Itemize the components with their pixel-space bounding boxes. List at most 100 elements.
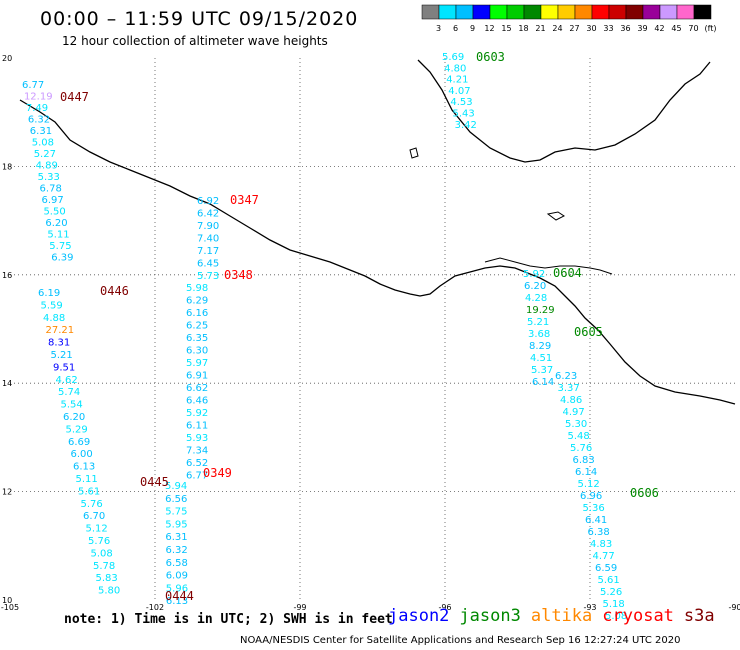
- wave-height-value: 6.97: [42, 195, 64, 206]
- wave-height-value: 6.20: [524, 281, 546, 292]
- colorbar-tick: 21: [535, 24, 545, 33]
- wave-height-value: 5.33: [38, 172, 60, 183]
- wave-height-value: 5.30: [565, 419, 587, 430]
- wave-height-value: 6.59: [595, 563, 617, 574]
- credit-line: NOAA/NESDIS Center for Satellite Applica…: [240, 635, 681, 646]
- wave-height-value: 6.52: [186, 458, 208, 469]
- wave-height-value: 5.76: [88, 536, 110, 547]
- wave-height-value: 5.78: [93, 561, 115, 572]
- wave-height-value: 6.77: [22, 80, 44, 91]
- wave-height-value: 5.27: [34, 149, 56, 160]
- colorbar-tick: 42: [654, 24, 664, 33]
- wave-height-value: 5.54: [61, 400, 83, 411]
- pass-time-label: 0606: [630, 486, 659, 500]
- wave-height-value: 6.20: [63, 412, 85, 423]
- wave-height-value: 6.14: [575, 467, 597, 478]
- wave-height-value: 5.08: [605, 611, 627, 622]
- mission-legend-jason2: jason2: [388, 606, 450, 626]
- wave-height-value: 4.77: [593, 551, 615, 562]
- wave-height-value: 4.62: [56, 375, 78, 386]
- wave-height-value: 6.23: [555, 371, 577, 382]
- wave-height-value: 6.69: [68, 437, 90, 448]
- wave-height-value: 5.94: [165, 481, 187, 492]
- wave-height-value: 5.26: [600, 587, 622, 598]
- wave-height-value: 6.46: [186, 396, 208, 407]
- wave-height-value: 8.29: [529, 341, 551, 352]
- pass-time-label: 0347: [230, 193, 259, 207]
- wave-height-value: 6.30: [186, 346, 208, 357]
- island: [546, 211, 565, 221]
- wave-height-value: 6.58: [166, 558, 188, 569]
- wave-height-value: 6.35: [186, 333, 208, 344]
- mission-legend-cryosat: cryosat: [602, 606, 674, 626]
- colorbar: 3 6 9 12 15 18 21 24 27 30 33 36 39 42 45 70 (ft): [421, 4, 717, 33]
- wave-height-value: 6.09: [166, 571, 188, 582]
- wave-height-value: 6.45: [197, 259, 219, 270]
- wave-height-value: 9.51: [53, 362, 75, 373]
- wave-height-value: 5.75: [49, 241, 71, 252]
- altimeter-tracks: 6.7712.197.496.326.315.085.274.895.336.7…: [22, 50, 659, 622]
- wave-height-value: 6.41: [585, 515, 607, 526]
- colorbar-tick: (ft): [704, 24, 716, 33]
- latitude-label: 14: [2, 379, 12, 388]
- wave-height-value: 5.98: [186, 283, 208, 294]
- wave-height-value: 6.42: [197, 209, 219, 220]
- wave-height-value: 5.12: [86, 524, 108, 535]
- pass-time-label: 0604: [553, 266, 582, 280]
- colorbar-tick: 36: [620, 24, 630, 33]
- colorbar-tick: 18: [518, 24, 528, 33]
- wave-height-value: 6.31: [165, 532, 187, 543]
- pass-time-label: 0447: [60, 90, 89, 104]
- wave-height-value: 5.83: [96, 573, 118, 584]
- latitude-label: 10: [2, 596, 12, 605]
- pass-time-label: 0603: [476, 50, 505, 64]
- colorbar-tick: 15: [501, 24, 511, 33]
- wave-height-value: 5.96: [166, 583, 188, 594]
- wave-height-value: 6.31: [30, 126, 52, 137]
- wave-height-value: 7.49: [26, 103, 48, 114]
- wave-height-value: 4.53: [450, 97, 472, 108]
- wave-height-value: 5.21: [51, 350, 73, 361]
- pass-time-label: 0445: [140, 475, 169, 489]
- gulf-of-mexico-coastline: [417, 59, 711, 163]
- wave-height-value: 6.96: [580, 491, 602, 502]
- wave-height-value: 27.21: [46, 325, 75, 336]
- latitude-label: 12: [2, 488, 12, 497]
- wave-height-value: 12.19: [24, 92, 53, 103]
- wave-height-value: 8.31: [48, 338, 70, 349]
- pass-time-label: 0349: [203, 466, 232, 480]
- wave-height-value: 5.73: [197, 271, 219, 282]
- wave-height-value: 5.18: [603, 599, 625, 610]
- wave-height-value: 6.78: [40, 184, 62, 195]
- longitude-label: -96: [438, 603, 451, 612]
- wave-height-value: 5.69: [442, 52, 464, 63]
- wave-height-value: 6.29: [186, 296, 208, 307]
- mission-legend-altika: altika: [530, 606, 593, 626]
- wave-height-value: 4.21: [446, 75, 468, 86]
- wave-height-value: 5.95: [165, 519, 187, 530]
- wave-height-value: 6.13: [73, 462, 95, 473]
- wave-height-value: 5.48: [568, 431, 590, 442]
- wave-height-value: 6.62: [186, 383, 208, 394]
- wave-height-value: 5.11: [76, 474, 98, 485]
- colorbar-tick: 3: [436, 24, 441, 33]
- latitude-label: 16: [2, 271, 12, 280]
- mexico-pacific-coastline: [19, 99, 736, 405]
- wave-height-value: 3.42: [455, 120, 477, 131]
- wave-height-value: 4.07: [448, 86, 470, 97]
- longitude-label: -93: [583, 603, 596, 612]
- wave-height-value: 6.83: [573, 455, 595, 466]
- wave-height-value: 5.08: [32, 138, 54, 149]
- wave-height-value: 7.90: [197, 221, 219, 232]
- wave-height-value: 4.51: [530, 353, 552, 364]
- wave-height-value: 5.92: [186, 408, 208, 419]
- wave-height-value: 5.76: [81, 499, 103, 510]
- wave-height-value: 6.39: [51, 253, 73, 264]
- wave-height-value: 5.29: [66, 424, 88, 435]
- wave-height-value: 4.88: [43, 313, 65, 324]
- wave-height-value: 5.92: [523, 269, 545, 280]
- colorbar-tick: 24: [552, 24, 562, 33]
- wave-height-value: 7.17: [197, 246, 219, 257]
- wave-height-value: 5.59: [41, 300, 63, 311]
